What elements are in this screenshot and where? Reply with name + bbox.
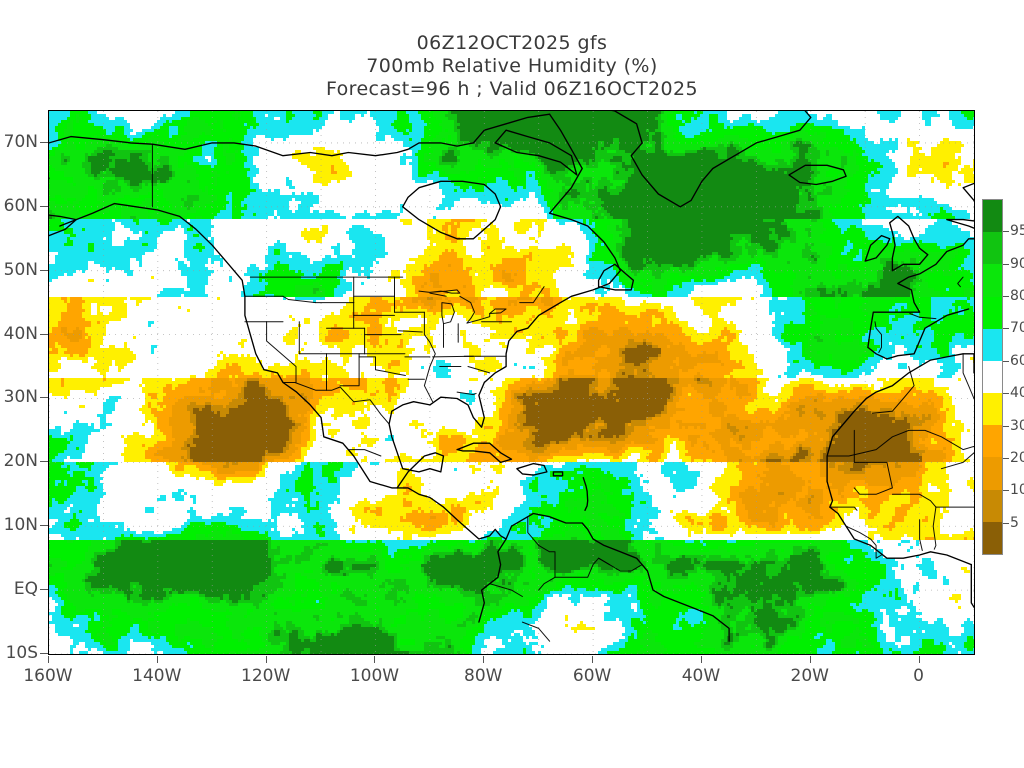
colorbar-tick (1003, 231, 1009, 233)
colorbar-band (983, 521, 1002, 554)
colorbar-tick (1003, 296, 1009, 298)
colorbar-tick (1003, 490, 1009, 492)
x-tick-label-40w: 40W (681, 666, 721, 686)
colorbar-tick (1003, 393, 1009, 395)
y-tick-label-30n: 30N (3, 387, 38, 408)
x-tick-label-120w: 120W (241, 666, 291, 686)
x-tick-mark (592, 656, 594, 663)
colorbar-label-40: 40 (1010, 385, 1024, 402)
y-tick-label-50n: 50N (3, 259, 38, 280)
x-tick-label-80w: 80W (464, 666, 503, 686)
colorbar-band (983, 489, 1002, 522)
x-tick-mark (809, 656, 811, 663)
colorbar-band (983, 393, 1002, 426)
colorbar-band (983, 232, 1002, 265)
colorbar-band (983, 200, 1002, 233)
x-tick-mark (483, 656, 485, 663)
y-tick-label-eq: EQ (13, 579, 38, 600)
colorbar-label-90: 90 (1010, 255, 1024, 272)
x-tick-label-160w: 160W (23, 666, 73, 686)
title-line-model: 06Z12OCT2025 gfs (416, 32, 608, 54)
colorbar-label-95: 95 (1010, 223, 1024, 240)
y-tick-mark (40, 205, 48, 207)
colorbar-tick (1003, 360, 1009, 362)
colorbar-band (983, 264, 1002, 297)
colorbar-label-5: 5 (1010, 514, 1019, 531)
colorbar-band (983, 425, 1002, 458)
colorbar-label-70: 70 (1010, 320, 1024, 337)
colorbar-band (983, 328, 1002, 361)
x-tick-mark (374, 656, 376, 663)
colorbar-label-30: 30 (1010, 417, 1024, 434)
x-tick-mark (156, 656, 158, 663)
y-tick-mark (40, 333, 48, 335)
y-tick-mark (40, 397, 48, 399)
x-tick-mark (265, 656, 267, 663)
x-tick-mark (48, 656, 49, 663)
colorbar[interactable] (982, 199, 1003, 555)
colorbar-band (983, 296, 1002, 329)
colorbar-band (983, 457, 1002, 490)
colorbar-label-10: 10 (1010, 482, 1024, 499)
colorbar-band (983, 360, 1002, 394)
colorbar-label-20: 20 (1010, 449, 1024, 466)
colorbar-tick (1003, 263, 1009, 265)
y-tick-label-20n: 20N (3, 451, 38, 472)
x-tick-label-0: 0 (913, 666, 924, 686)
y-tick-label-10n: 10N (3, 515, 38, 536)
colorbar-tick (1003, 425, 1009, 427)
x-tick-mark (700, 656, 702, 663)
x-tick-mark (918, 656, 920, 663)
humidity-field (49, 111, 974, 654)
y-tick-mark (40, 589, 48, 591)
colorbar-tick (1003, 328, 1009, 330)
colorbar-label-80: 80 (1010, 288, 1024, 305)
x-tick-label-100w: 100W (349, 666, 400, 686)
chart-title-block: 06Z12OCT2025 gfs 700mb Relative Humidity… (0, 32, 1024, 101)
y-tick-mark (40, 525, 48, 527)
y-tick-mark (40, 141, 48, 143)
y-tick-mark (40, 269, 48, 271)
colorbar-label-60: 60 (1010, 352, 1024, 369)
y-tick-mark (40, 653, 48, 654)
y-tick-mark (40, 461, 48, 463)
y-tick-label-40n: 40N (3, 323, 38, 344)
colorbar-tick (1003, 457, 1009, 459)
y-tick-label-10s: 10S (5, 643, 38, 663)
y-tick-label-60n: 60N (3, 195, 38, 216)
colorbar-tick (1003, 522, 1009, 524)
title-line-variable: 700mb Relative Humidity (%) (366, 55, 658, 77)
title-line-validity: Forecast=96 h ; Valid 06Z16OCT2025 (325, 78, 699, 100)
x-tick-label-60w: 60W (572, 666, 612, 686)
x-tick-label-20w: 20W (790, 666, 829, 686)
y-tick-label-70n: 70N (3, 131, 38, 152)
map-plot-area[interactable] (48, 110, 975, 655)
x-tick-label-140w: 140W (132, 666, 182, 686)
